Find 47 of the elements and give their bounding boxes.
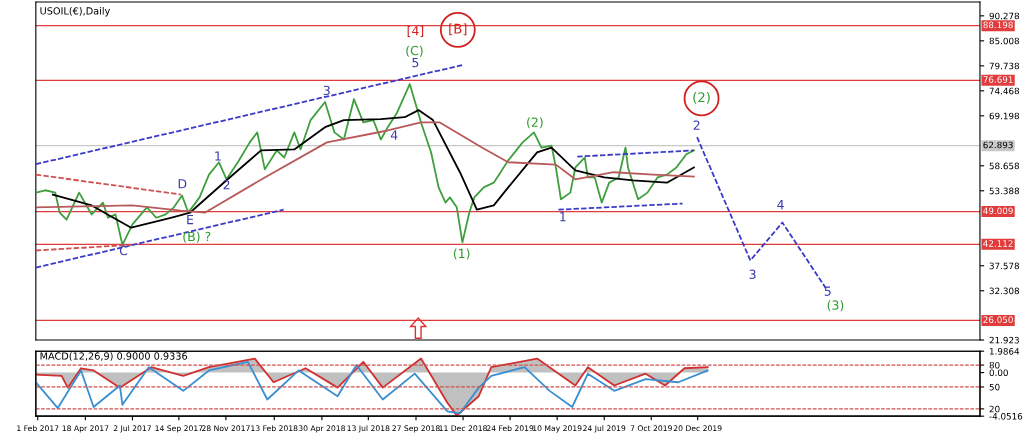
ref-line-label: 49.009 — [983, 207, 1013, 215]
y2-tick-label: 80 — [989, 361, 1000, 369]
y-tick-label: 0.00 — [989, 369, 1008, 377]
ref-line-label: 42.112 — [983, 240, 1013, 247]
annotation: (3) — [827, 300, 844, 312]
y-tick-label: 74.468 — [989, 87, 1020, 95]
annotation: 5 — [412, 57, 419, 68]
annotation: (2) — [527, 117, 543, 129]
annotation: [B] — [449, 23, 467, 36]
annotation: 4 — [390, 130, 398, 140]
annotation: 2 — [693, 120, 700, 130]
y-tick-label: 32.308 — [989, 287, 1020, 295]
annotation: (2) — [693, 92, 710, 104]
y-tick-label: 90.278 — [989, 12, 1020, 20]
y-tick-label: 37.578 — [989, 262, 1020, 270]
y-tick-label: 69.198 — [989, 112, 1020, 120]
annotation: E — [187, 215, 194, 225]
ref-line-label: 26.050 — [983, 316, 1013, 323]
annotation: 3 — [323, 85, 330, 96]
y-tick-label: 1.9864 — [989, 348, 1020, 355]
annotation: (1) — [453, 248, 470, 260]
y-tick-label: 85.008 — [989, 37, 1020, 45]
annotation: 1 — [215, 151, 221, 161]
annotation: 4 — [777, 200, 784, 210]
annotation: C — [119, 245, 128, 256]
annotation: 1 — [560, 212, 566, 222]
annotation: 5 — [824, 286, 831, 296]
y2-tick-label: 50 — [989, 383, 1000, 391]
text: USOIL(€),Daily — [40, 7, 111, 17]
y-tick-label: 53.388 — [989, 187, 1020, 195]
ref-line-label: 88.198 — [983, 21, 1013, 29]
y2-tick-label: 20 — [989, 405, 1000, 413]
ref-line-label: 62.893 — [983, 141, 1013, 149]
line-series — [35, 83, 695, 246]
annotation: (B) ? — [183, 231, 211, 243]
y-tick-label: 79.738 — [989, 62, 1020, 70]
y-tick-label: -4.0516 — [989, 413, 1023, 420]
annotation: (C) — [406, 45, 423, 57]
line-series — [51, 109, 695, 229]
chart-title: MACD(12,26,9) 0.9000 0.9336 — [40, 352, 188, 361]
annotation: 2 — [223, 180, 230, 190]
annotation: 3 — [749, 269, 756, 280]
annotation: [4] — [407, 25, 424, 37]
y-tick-label: 58.658 — [989, 162, 1020, 170]
y-tick-label: 21.923 — [989, 336, 1019, 344]
annotation: D — [178, 179, 187, 189]
ref-line-label: 76.691 — [983, 76, 1013, 83]
